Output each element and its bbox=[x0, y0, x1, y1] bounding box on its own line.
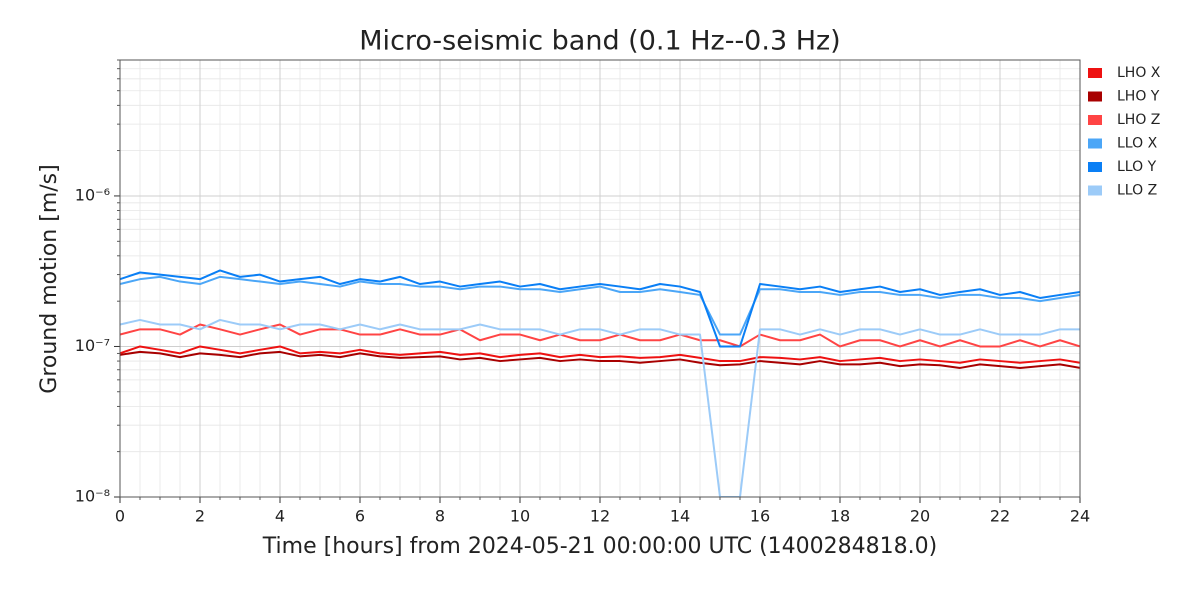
series-line bbox=[120, 345, 1080, 364]
legend-label: LHO Z bbox=[1117, 112, 1160, 128]
series-line bbox=[120, 350, 1080, 369]
x-tick-label: 4 bbox=[275, 507, 285, 526]
legend-swatch bbox=[1088, 185, 1102, 196]
legend-label: LLO Y bbox=[1117, 159, 1157, 175]
chart-title: Micro-seismic band (0.1 Hz--0.3 Hz) bbox=[359, 26, 840, 57]
series-line bbox=[120, 269, 1080, 348]
x-tick-label: 8 bbox=[435, 507, 445, 526]
x-axis-label: Time [hours] from 2024-05-21 00:00:00 UT… bbox=[262, 534, 937, 559]
legend-swatch bbox=[1088, 68, 1102, 78]
plot-frame bbox=[119, 59, 1081, 498]
x-tick-label: 24 bbox=[1070, 507, 1090, 526]
x-tick-label: 0 bbox=[115, 507, 125, 526]
series-line bbox=[120, 323, 1080, 348]
x-tick-label: 12 bbox=[590, 507, 610, 526]
legend-swatch bbox=[1088, 162, 1102, 172]
legend-label: LHO Y bbox=[1117, 89, 1160, 105]
x-tick-label: 14 bbox=[670, 507, 690, 526]
x-tick-label: 6 bbox=[355, 507, 365, 526]
x-tick-label: 22 bbox=[990, 507, 1010, 526]
y-tick-label: 10⁻⁷ bbox=[75, 336, 110, 355]
legend-label: LLO X bbox=[1117, 136, 1158, 152]
legend-swatch bbox=[1088, 138, 1102, 149]
y-tick-label: 10⁻⁸ bbox=[75, 487, 110, 506]
series-line bbox=[120, 318, 1080, 497]
x-tick-label: 16 bbox=[750, 507, 770, 526]
legend-label: LHO X bbox=[1117, 65, 1161, 81]
legend-swatch bbox=[1088, 115, 1102, 125]
x-tick-label: 10 bbox=[510, 507, 530, 526]
y-tick-label: 10⁻⁶ bbox=[75, 185, 110, 204]
legend-swatch bbox=[1088, 91, 1102, 102]
x-tick-label: 2 bbox=[195, 507, 205, 526]
y-axis-label: Ground motion [m/s] bbox=[37, 164, 62, 393]
series-line bbox=[120, 275, 1080, 336]
x-tick-label: 18 bbox=[830, 507, 850, 526]
legend-label: LLO Z bbox=[1117, 183, 1157, 199]
x-tick-label: 20 bbox=[910, 507, 930, 526]
